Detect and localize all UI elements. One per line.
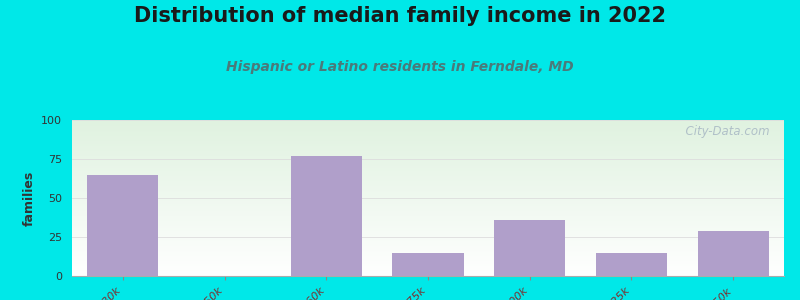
Bar <box>494 220 566 276</box>
Bar <box>87 175 158 276</box>
Bar <box>290 156 362 276</box>
Bar <box>596 253 667 276</box>
Bar <box>698 231 769 276</box>
Text: Hispanic or Latino residents in Ferndale, MD: Hispanic or Latino residents in Ferndale… <box>226 60 574 74</box>
Bar <box>392 253 464 276</box>
Y-axis label: families: families <box>22 170 36 226</box>
Text: City-Data.com: City-Data.com <box>678 125 770 138</box>
Text: Distribution of median family income in 2022: Distribution of median family income in … <box>134 6 666 26</box>
